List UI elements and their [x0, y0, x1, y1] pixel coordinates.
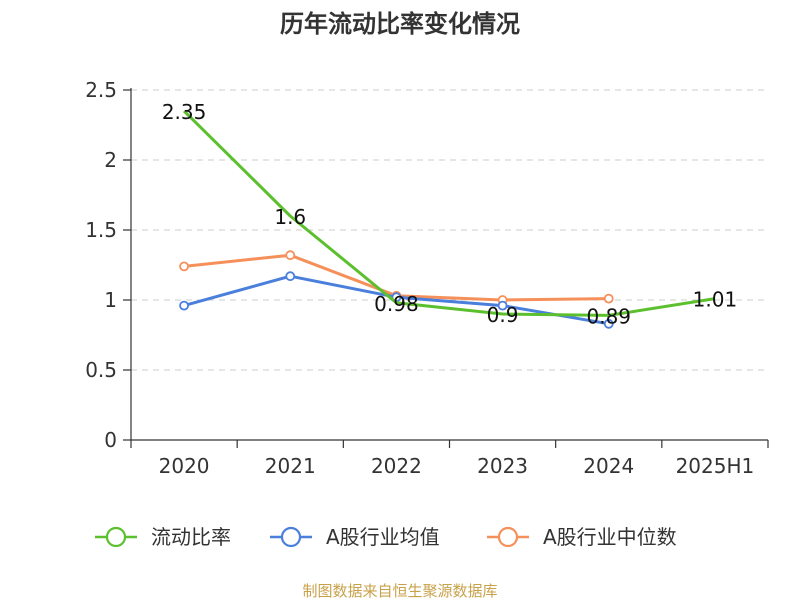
legend-item-0[interactable]: 流动比率 [95, 525, 231, 549]
legend-marker-icon [105, 526, 127, 548]
x-tick-label: 2024 [583, 454, 634, 478]
x-tick-label: 2025H1 [676, 454, 755, 478]
y-tick-label: 2.5 [85, 78, 117, 102]
legend-item-2[interactable]: A股行业中位数 [487, 525, 677, 549]
x-tick-label: 2023 [477, 454, 528, 478]
y-tick-label: 1.5 [85, 218, 117, 242]
data-label: 2.35 [162, 100, 207, 124]
series-line-0 [183, 109, 716, 317]
data-point[interactable] [179, 261, 189, 272]
data-label: 0.89 [586, 304, 631, 328]
data-labels: 2.35 1.6 0.98 0.9 0.89 1.01 [162, 100, 737, 328]
data-point[interactable] [285, 250, 296, 261]
legend-label: 流动比率 [151, 525, 231, 549]
x-tick-label: 2022 [371, 454, 422, 478]
y-tick-label: 2 [104, 148, 117, 172]
data-point[interactable] [497, 300, 508, 311]
gridlines [131, 89, 768, 371]
legend-marker-icon [280, 526, 302, 548]
series-group [179, 109, 716, 329]
data-point[interactable] [285, 271, 296, 282]
legend-item-1[interactable]: A股行业均值 [270, 525, 440, 549]
source-note: 制图数据来自恒生聚源数据库 [302, 582, 497, 600]
y-tick-label: 1 [104, 288, 117, 312]
y-tick-label: 0.5 [85, 358, 117, 382]
data-label: 0.98 [374, 292, 419, 316]
x-tick-label: 2021 [265, 454, 316, 478]
legend-marker-icon [497, 526, 519, 548]
axes: 0 0.5 1 1.5 2 2.5 2020 2021 2022 2023 2024 2025H1 [85, 78, 769, 478]
data-label: 1.01 [693, 288, 738, 312]
data-point[interactable] [603, 318, 614, 329]
y-tick-label: 0 [104, 428, 117, 452]
legend-label: A股行业均值 [326, 525, 440, 549]
data-label: 1.6 [274, 205, 306, 229]
data-point[interactable] [179, 300, 189, 311]
chart-title: 历年流动比率变化情况 [280, 10, 520, 38]
x-tick-label: 2020 [159, 454, 210, 478]
data-label: 0.9 [487, 303, 519, 327]
data-point[interactable] [603, 293, 614, 304]
legend[interactable]: 流动比率 A股行业均值 A股行业中位数 [95, 525, 677, 549]
legend-label: A股行业中位数 [543, 525, 677, 549]
